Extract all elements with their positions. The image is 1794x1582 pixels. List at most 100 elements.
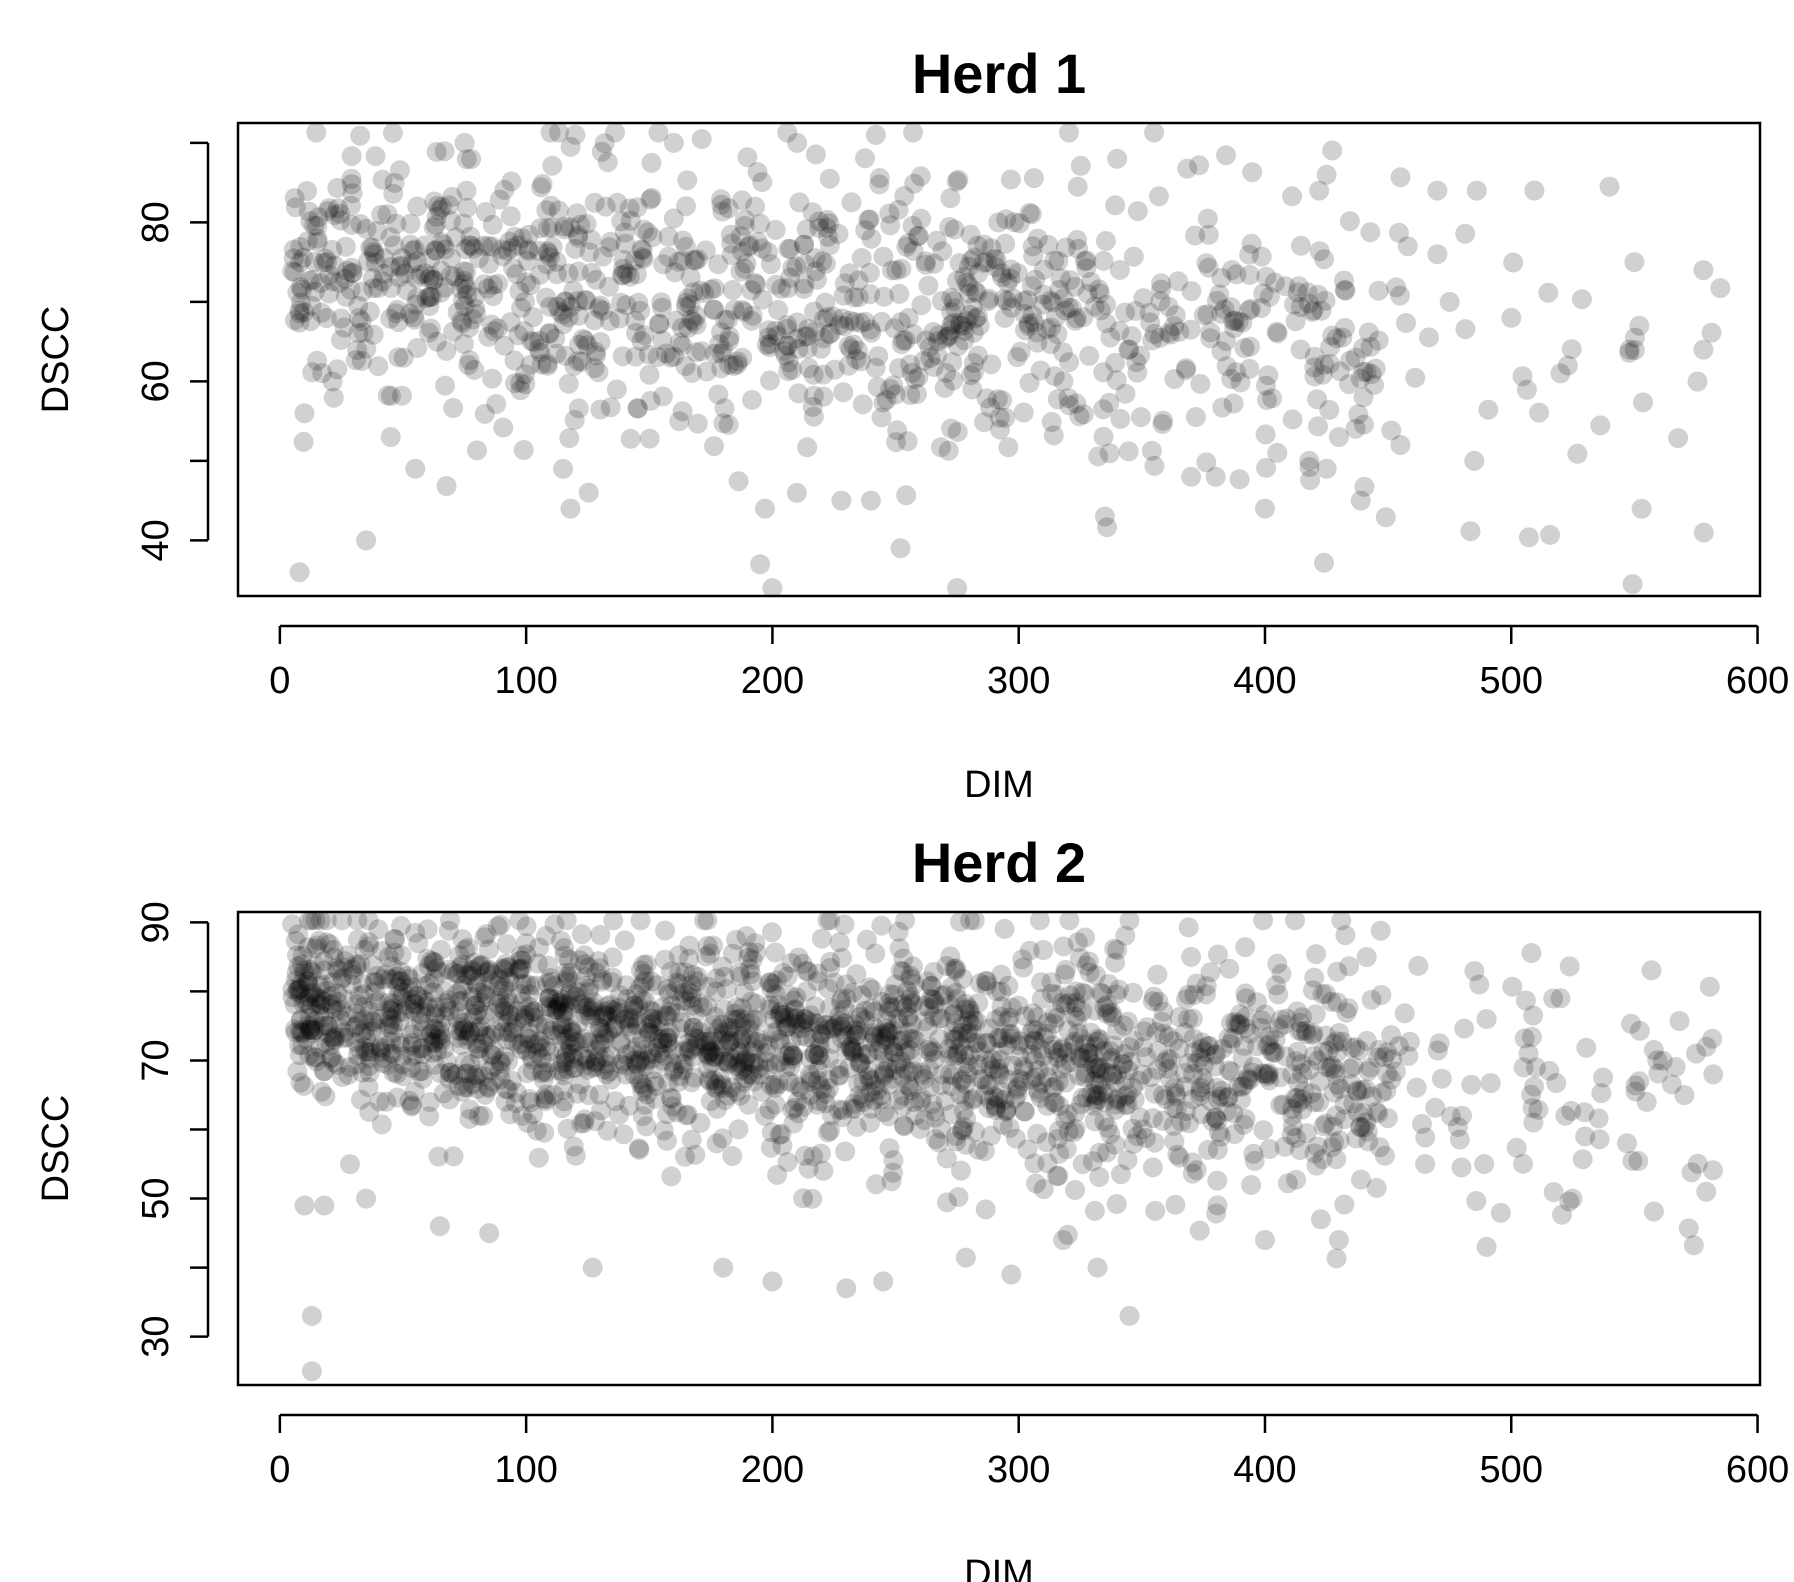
data-point bbox=[407, 196, 428, 217]
data-point bbox=[754, 1105, 775, 1126]
data-point bbox=[757, 1059, 778, 1080]
data-point bbox=[995, 407, 1016, 428]
data-point bbox=[834, 273, 855, 294]
data-point bbox=[700, 1041, 721, 1062]
data-point bbox=[354, 1009, 375, 1030]
data-point bbox=[897, 1005, 918, 1026]
data-point bbox=[1574, 1102, 1595, 1123]
data-point bbox=[1057, 1224, 1078, 1245]
data-point bbox=[700, 1091, 721, 1111]
data-point bbox=[898, 1022, 919, 1043]
data-point bbox=[727, 351, 748, 372]
data-point bbox=[377, 204, 398, 225]
data-point bbox=[899, 1077, 920, 1097]
data-point bbox=[721, 1017, 741, 1038]
data-point bbox=[1292, 1063, 1313, 1084]
data-point bbox=[991, 964, 1012, 985]
data-point bbox=[1631, 498, 1652, 519]
data-point bbox=[616, 295, 637, 316]
data-point bbox=[945, 1126, 966, 1146]
data-point bbox=[577, 1000, 598, 1021]
data-point bbox=[1169, 1147, 1190, 1168]
data-point bbox=[683, 311, 704, 332]
data-point bbox=[1053, 288, 1074, 309]
data-point bbox=[511, 945, 531, 966]
data-point bbox=[552, 1021, 573, 1042]
data-point bbox=[625, 310, 646, 331]
data-point bbox=[294, 302, 315, 323]
data-point bbox=[805, 261, 826, 282]
data-point bbox=[636, 1116, 657, 1137]
data-point bbox=[943, 1004, 964, 1025]
data-point bbox=[1241, 233, 1262, 254]
data-point bbox=[1353, 362, 1374, 382]
data-point bbox=[822, 1018, 843, 1039]
data-point bbox=[453, 290, 473, 311]
data-point bbox=[285, 197, 306, 218]
data-point bbox=[1041, 317, 1061, 338]
data-point bbox=[774, 341, 794, 362]
data-point bbox=[686, 1036, 707, 1056]
data-point bbox=[974, 234, 995, 255]
data-point bbox=[762, 1271, 783, 1292]
data-point bbox=[951, 1071, 972, 1092]
data-point bbox=[892, 1030, 913, 1051]
data-point bbox=[1308, 416, 1328, 437]
data-point bbox=[796, 960, 817, 981]
data-point bbox=[300, 1019, 321, 1040]
data-point bbox=[350, 954, 371, 974]
data-point bbox=[555, 345, 576, 366]
data-point bbox=[1181, 946, 1202, 967]
data-point bbox=[1044, 1013, 1065, 1034]
data-point bbox=[364, 244, 385, 265]
data-point bbox=[952, 1016, 973, 1037]
data-point bbox=[798, 1158, 819, 1179]
data-point bbox=[746, 274, 767, 295]
data-point bbox=[678, 1033, 699, 1054]
data-point bbox=[526, 1120, 547, 1141]
data-point bbox=[1255, 1063, 1276, 1084]
data-point bbox=[1175, 1101, 1196, 1121]
data-point bbox=[882, 1035, 903, 1056]
data-point bbox=[305, 987, 326, 1008]
data-point bbox=[292, 1035, 313, 1056]
data-point bbox=[1086, 1058, 1107, 1078]
data-point bbox=[713, 340, 734, 361]
data-point bbox=[390, 160, 410, 181]
data-point bbox=[1641, 960, 1662, 981]
data-point bbox=[630, 977, 651, 998]
data-point bbox=[1054, 1054, 1075, 1075]
data-point bbox=[1369, 1137, 1390, 1158]
x-tick-label: 400 bbox=[1233, 660, 1296, 702]
data-point bbox=[1236, 1018, 1256, 1039]
data-point bbox=[302, 962, 322, 982]
data-point bbox=[975, 1199, 996, 1220]
data-point bbox=[1296, 1024, 1317, 1045]
data-point bbox=[898, 1007, 919, 1028]
data-point bbox=[1178, 984, 1199, 1005]
data-point bbox=[564, 410, 585, 430]
data-point bbox=[1304, 366, 1325, 387]
data-point bbox=[1015, 1006, 1036, 1027]
data-point bbox=[612, 346, 633, 367]
data-point bbox=[546, 990, 567, 1010]
data-point bbox=[1263, 1043, 1284, 1064]
data-point bbox=[1169, 1007, 1190, 1027]
data-point bbox=[565, 1057, 586, 1078]
data-point bbox=[356, 1188, 377, 1209]
data-point bbox=[803, 1029, 824, 1049]
data-point bbox=[424, 952, 445, 972]
data-point bbox=[1028, 1082, 1049, 1103]
data-point bbox=[1183, 1064, 1204, 1085]
data-point bbox=[575, 1055, 596, 1076]
data-point bbox=[681, 1072, 702, 1093]
data-point bbox=[674, 1054, 695, 1074]
data-point bbox=[759, 1099, 780, 1120]
data-point bbox=[288, 979, 309, 1000]
data-point bbox=[886, 432, 906, 453]
data-point bbox=[549, 301, 570, 322]
data-point bbox=[1065, 1180, 1086, 1200]
data-point bbox=[962, 379, 983, 400]
data-point bbox=[476, 924, 497, 944]
data-point bbox=[698, 1042, 719, 1063]
